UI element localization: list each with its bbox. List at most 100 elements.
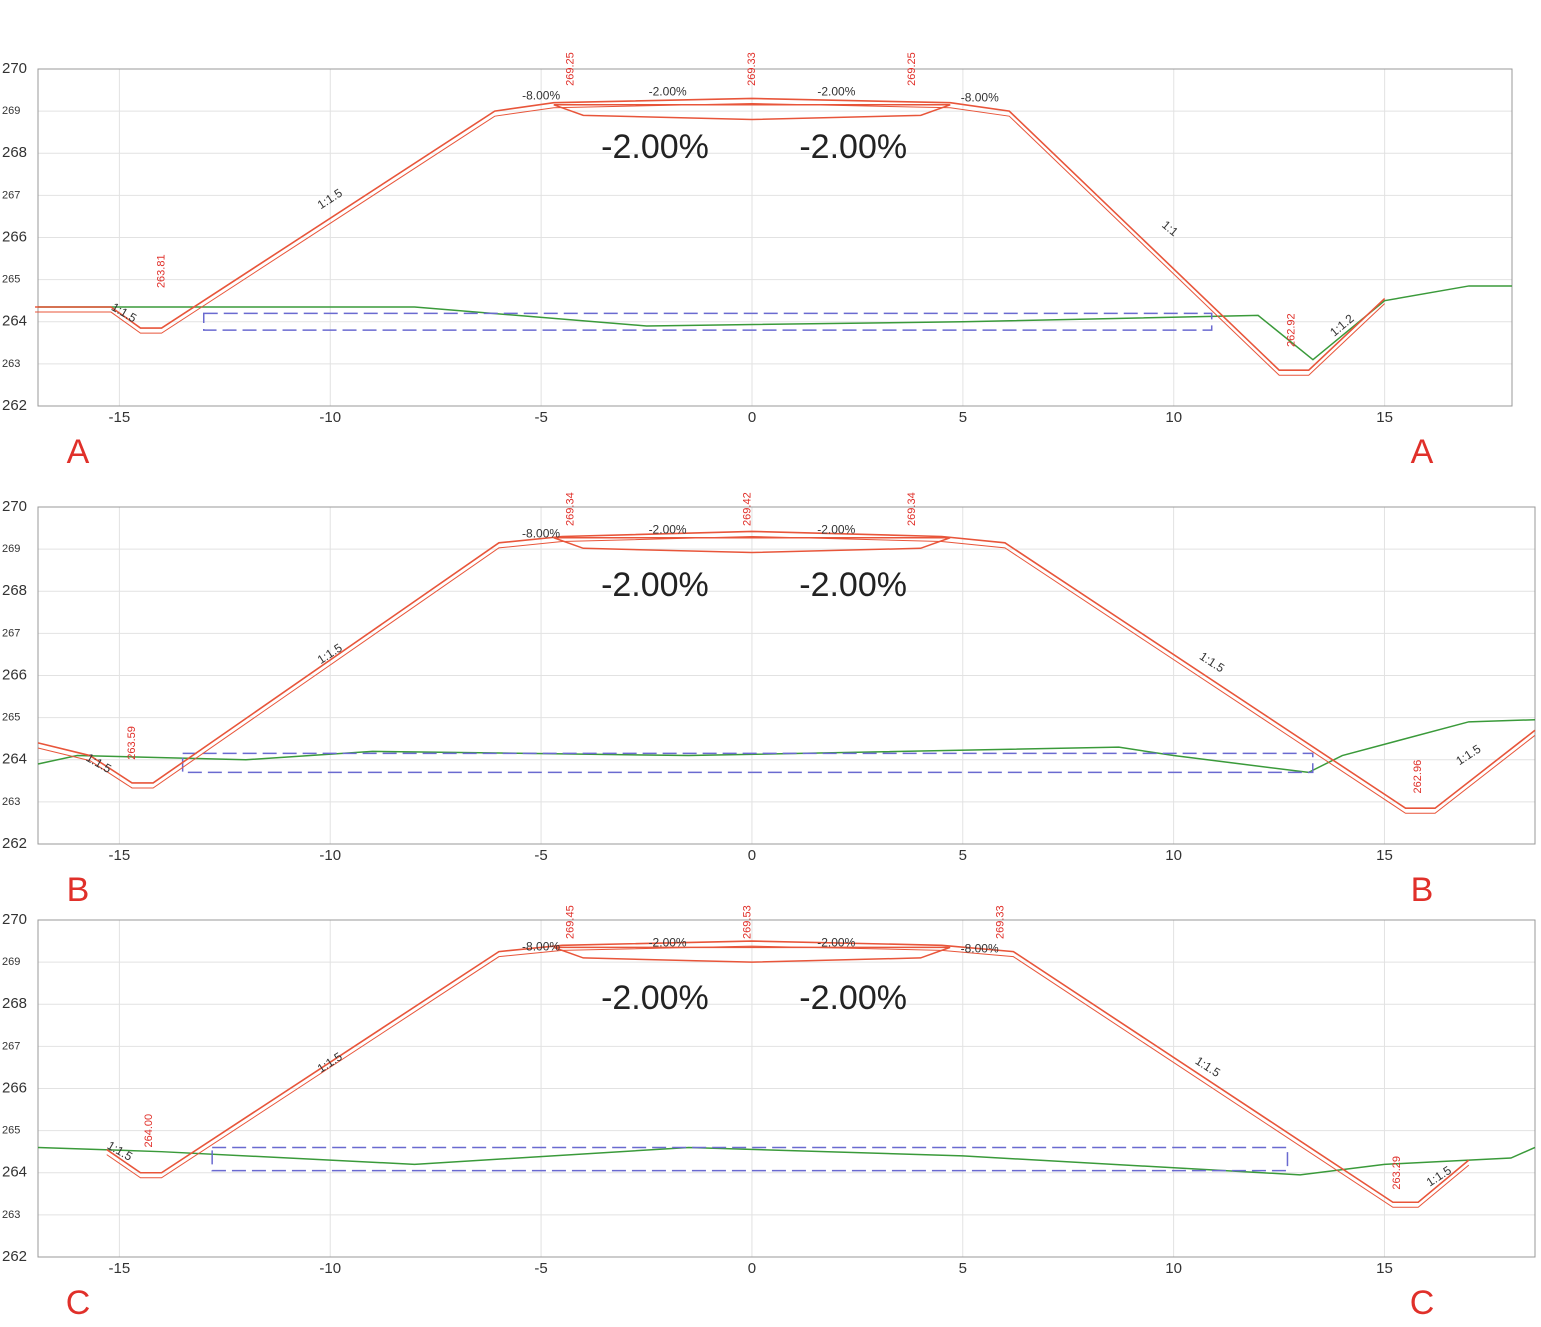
x-tick-label: -10 (319, 409, 341, 426)
y-tick-label: 267 (2, 1040, 20, 1052)
elevation-label: 262.92 (1286, 313, 1298, 347)
section-label: C (66, 1284, 91, 1322)
elevation-label: 269.33 (995, 905, 1007, 939)
x-tick-label: -5 (534, 1260, 547, 1277)
slope-label: 1:1.5 (105, 1138, 135, 1164)
crossfall-label: -2.00% (817, 935, 855, 949)
x-tick-label: 10 (1165, 1260, 1182, 1277)
x-tick-label: 5 (959, 847, 967, 864)
y-tick-label: 263 (2, 358, 20, 370)
design-line-offset (37, 535, 1536, 814)
elevation-label: 269.25 (565, 52, 577, 86)
x-tick-label: -5 (534, 409, 547, 426)
y-tick-label: 267 (2, 627, 20, 639)
design-line (106, 940, 1470, 1204)
y-tick-label: 268 (2, 144, 27, 161)
x-tick-label: -15 (109, 1260, 131, 1277)
y-tick-label: 265 (2, 274, 20, 286)
crossfall-label: -8.00% (522, 527, 560, 541)
x-tick-label: 15 (1376, 847, 1393, 864)
y-tick-label: 267 (2, 189, 20, 201)
slope-label: 1:1.5 (1453, 742, 1483, 768)
elevation-label: 269.34 (906, 492, 918, 526)
y-tick-label: 266 (2, 228, 27, 245)
crossfall-large: -2.00% (601, 979, 709, 1017)
section-label: A (1411, 433, 1434, 471)
section-label: C (1410, 1284, 1435, 1322)
elevation-label: 263.81 (155, 254, 167, 288)
pavement (553, 537, 951, 554)
x-tick-label: 10 (1165, 847, 1182, 864)
x-tick-label: -15 (109, 847, 131, 864)
y-tick-label: 264 (2, 313, 27, 330)
y-tick-label: 268 (2, 995, 27, 1012)
x-tick-label: 5 (959, 409, 967, 426)
x-tick-label: 0 (748, 847, 756, 864)
x-tick-label: 10 (1165, 409, 1182, 426)
y-tick-label: 270 (2, 498, 27, 515)
slope-label: 1:1.5 (1197, 649, 1227, 675)
pavement (553, 946, 951, 963)
y-tick-label: 262 (2, 835, 27, 852)
y-tick-label: 270 (2, 60, 27, 77)
plot-frame (37, 68, 1513, 407)
section-label: B (1411, 871, 1434, 909)
y-tick-label: 266 (2, 666, 27, 683)
elevation-label: 269.33 (746, 52, 758, 86)
crossfall-label: -2.00% (817, 522, 855, 536)
crossfall-label: -8.00% (522, 89, 560, 103)
plot-frame (37, 506, 1536, 845)
x-tick-label: 15 (1376, 409, 1393, 426)
section-panel: 262 263 264 265 266 267 268 269 270 -15 -10 -5 0 5 10 1… (2, 52, 1513, 471)
crossfall-large: -2.00% (601, 566, 709, 604)
design-line (35, 97, 1386, 371)
crossfall-label: -2.00% (817, 84, 855, 98)
section-label: A (67, 433, 90, 471)
crossfall-label: -2.00% (649, 522, 687, 536)
section-label: B (67, 871, 90, 909)
y-tick-label: 266 (2, 1079, 27, 1096)
design-line-offset (35, 103, 1385, 376)
x-tick-label: 0 (748, 409, 756, 426)
y-tick-label: 264 (2, 751, 27, 768)
y-tick-label: 262 (2, 397, 27, 414)
crossfall-label: -2.00% (649, 935, 687, 949)
slope-label: 1:1 (1159, 218, 1181, 240)
y-tick-label: 268 (2, 582, 27, 599)
design-line (37, 530, 1536, 809)
crossfall-label: -8.00% (522, 940, 560, 954)
y-tick-label: 262 (2, 1248, 27, 1265)
plot-frame (37, 919, 1536, 1258)
x-tick-label: -5 (534, 847, 547, 864)
y-tick-label: 263 (2, 1209, 20, 1221)
x-tick-label: 15 (1376, 1260, 1393, 1277)
elevation-label: 263.29 (1391, 1156, 1403, 1190)
y-tick-label: 263 (2, 796, 20, 808)
slope-label: 1:1.5 (1193, 1054, 1223, 1080)
crossfall-large: -2.00% (799, 566, 907, 604)
y-tick-label: 270 (2, 911, 27, 928)
x-tick-label: -15 (109, 409, 131, 426)
elevation-label: 263.59 (126, 726, 138, 760)
x-tick-label: 5 (959, 1260, 967, 1277)
elevation-label: 269.25 (906, 52, 918, 86)
crossfall-label: -8.00% (961, 91, 999, 105)
crossfall-label: -2.00% (649, 84, 687, 98)
crossfall-large: -2.00% (799, 128, 907, 166)
slope-label: 1:1.5 (84, 751, 114, 777)
x-tick-label: -10 (319, 847, 341, 864)
x-tick-label: 0 (748, 1260, 756, 1277)
pavement (553, 104, 951, 121)
x-tick-label: -10 (319, 1260, 341, 1277)
section-panel: 262 263 264 265 266 267 268 269 270 -15 -10 -5 0 5 10 1… (2, 905, 1536, 1322)
structure-box (181, 752, 1314, 774)
elevation-label: 269.45 (565, 905, 577, 939)
elevation-label: 264.00 (143, 1114, 155, 1148)
y-tick-label: 269 (2, 105, 20, 117)
elevation-label: 262.96 (1412, 760, 1424, 794)
y-tick-label: 265 (2, 712, 20, 724)
section-panel: 262 263 264 265 266 267 268 269 270 -15 -10 -5 0 5 10 1… (2, 492, 1536, 909)
structure-box (202, 312, 1213, 331)
elevation-label: 269.34 (565, 492, 577, 526)
